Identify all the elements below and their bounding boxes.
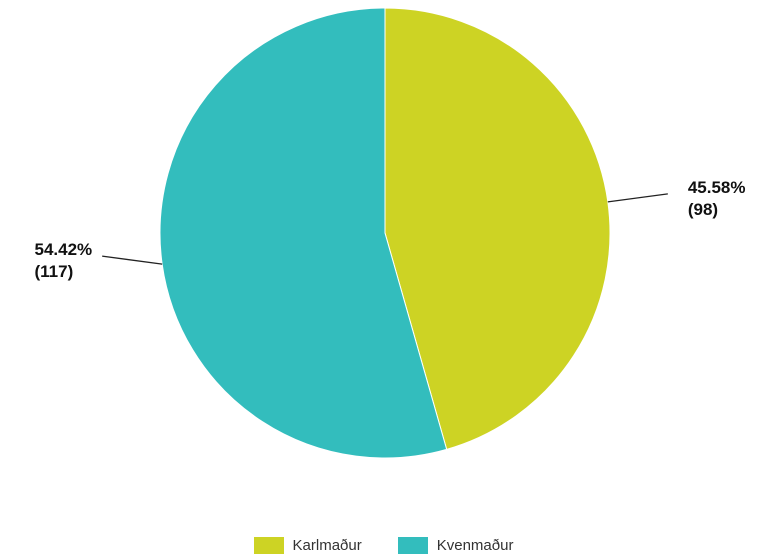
data-label-count-karlmadur: (98) xyxy=(688,200,718,219)
legend-swatch-kvenmadur xyxy=(397,537,428,554)
leader-line-karlmadur xyxy=(607,193,668,203)
data-label-percent-karlmadur: 45.58% xyxy=(688,178,746,197)
legend-label-kvenmadur: Kvenmaður xyxy=(436,537,514,554)
data-label-count-kvenmadur: (117) xyxy=(34,262,73,281)
legend: Karlmaður Kvenmaður xyxy=(0,537,767,554)
pie-slice-karlmadur[interactable] xyxy=(384,7,611,451)
legend-item-karlmadur[interactable]: Karlmaður xyxy=(253,537,362,554)
data-label-percent-kvenmadur: 54.42% xyxy=(34,240,92,259)
pie-chart: 45.58% (98) 54.42% (117) xyxy=(34,7,746,459)
legend-swatch-karlmadur xyxy=(253,537,284,554)
leader-line-kvenmadur xyxy=(102,255,163,265)
legend-label-karlmadur: Karlmaður xyxy=(292,537,362,554)
legend-item-kvenmadur[interactable]: Kvenmaður xyxy=(397,537,514,554)
